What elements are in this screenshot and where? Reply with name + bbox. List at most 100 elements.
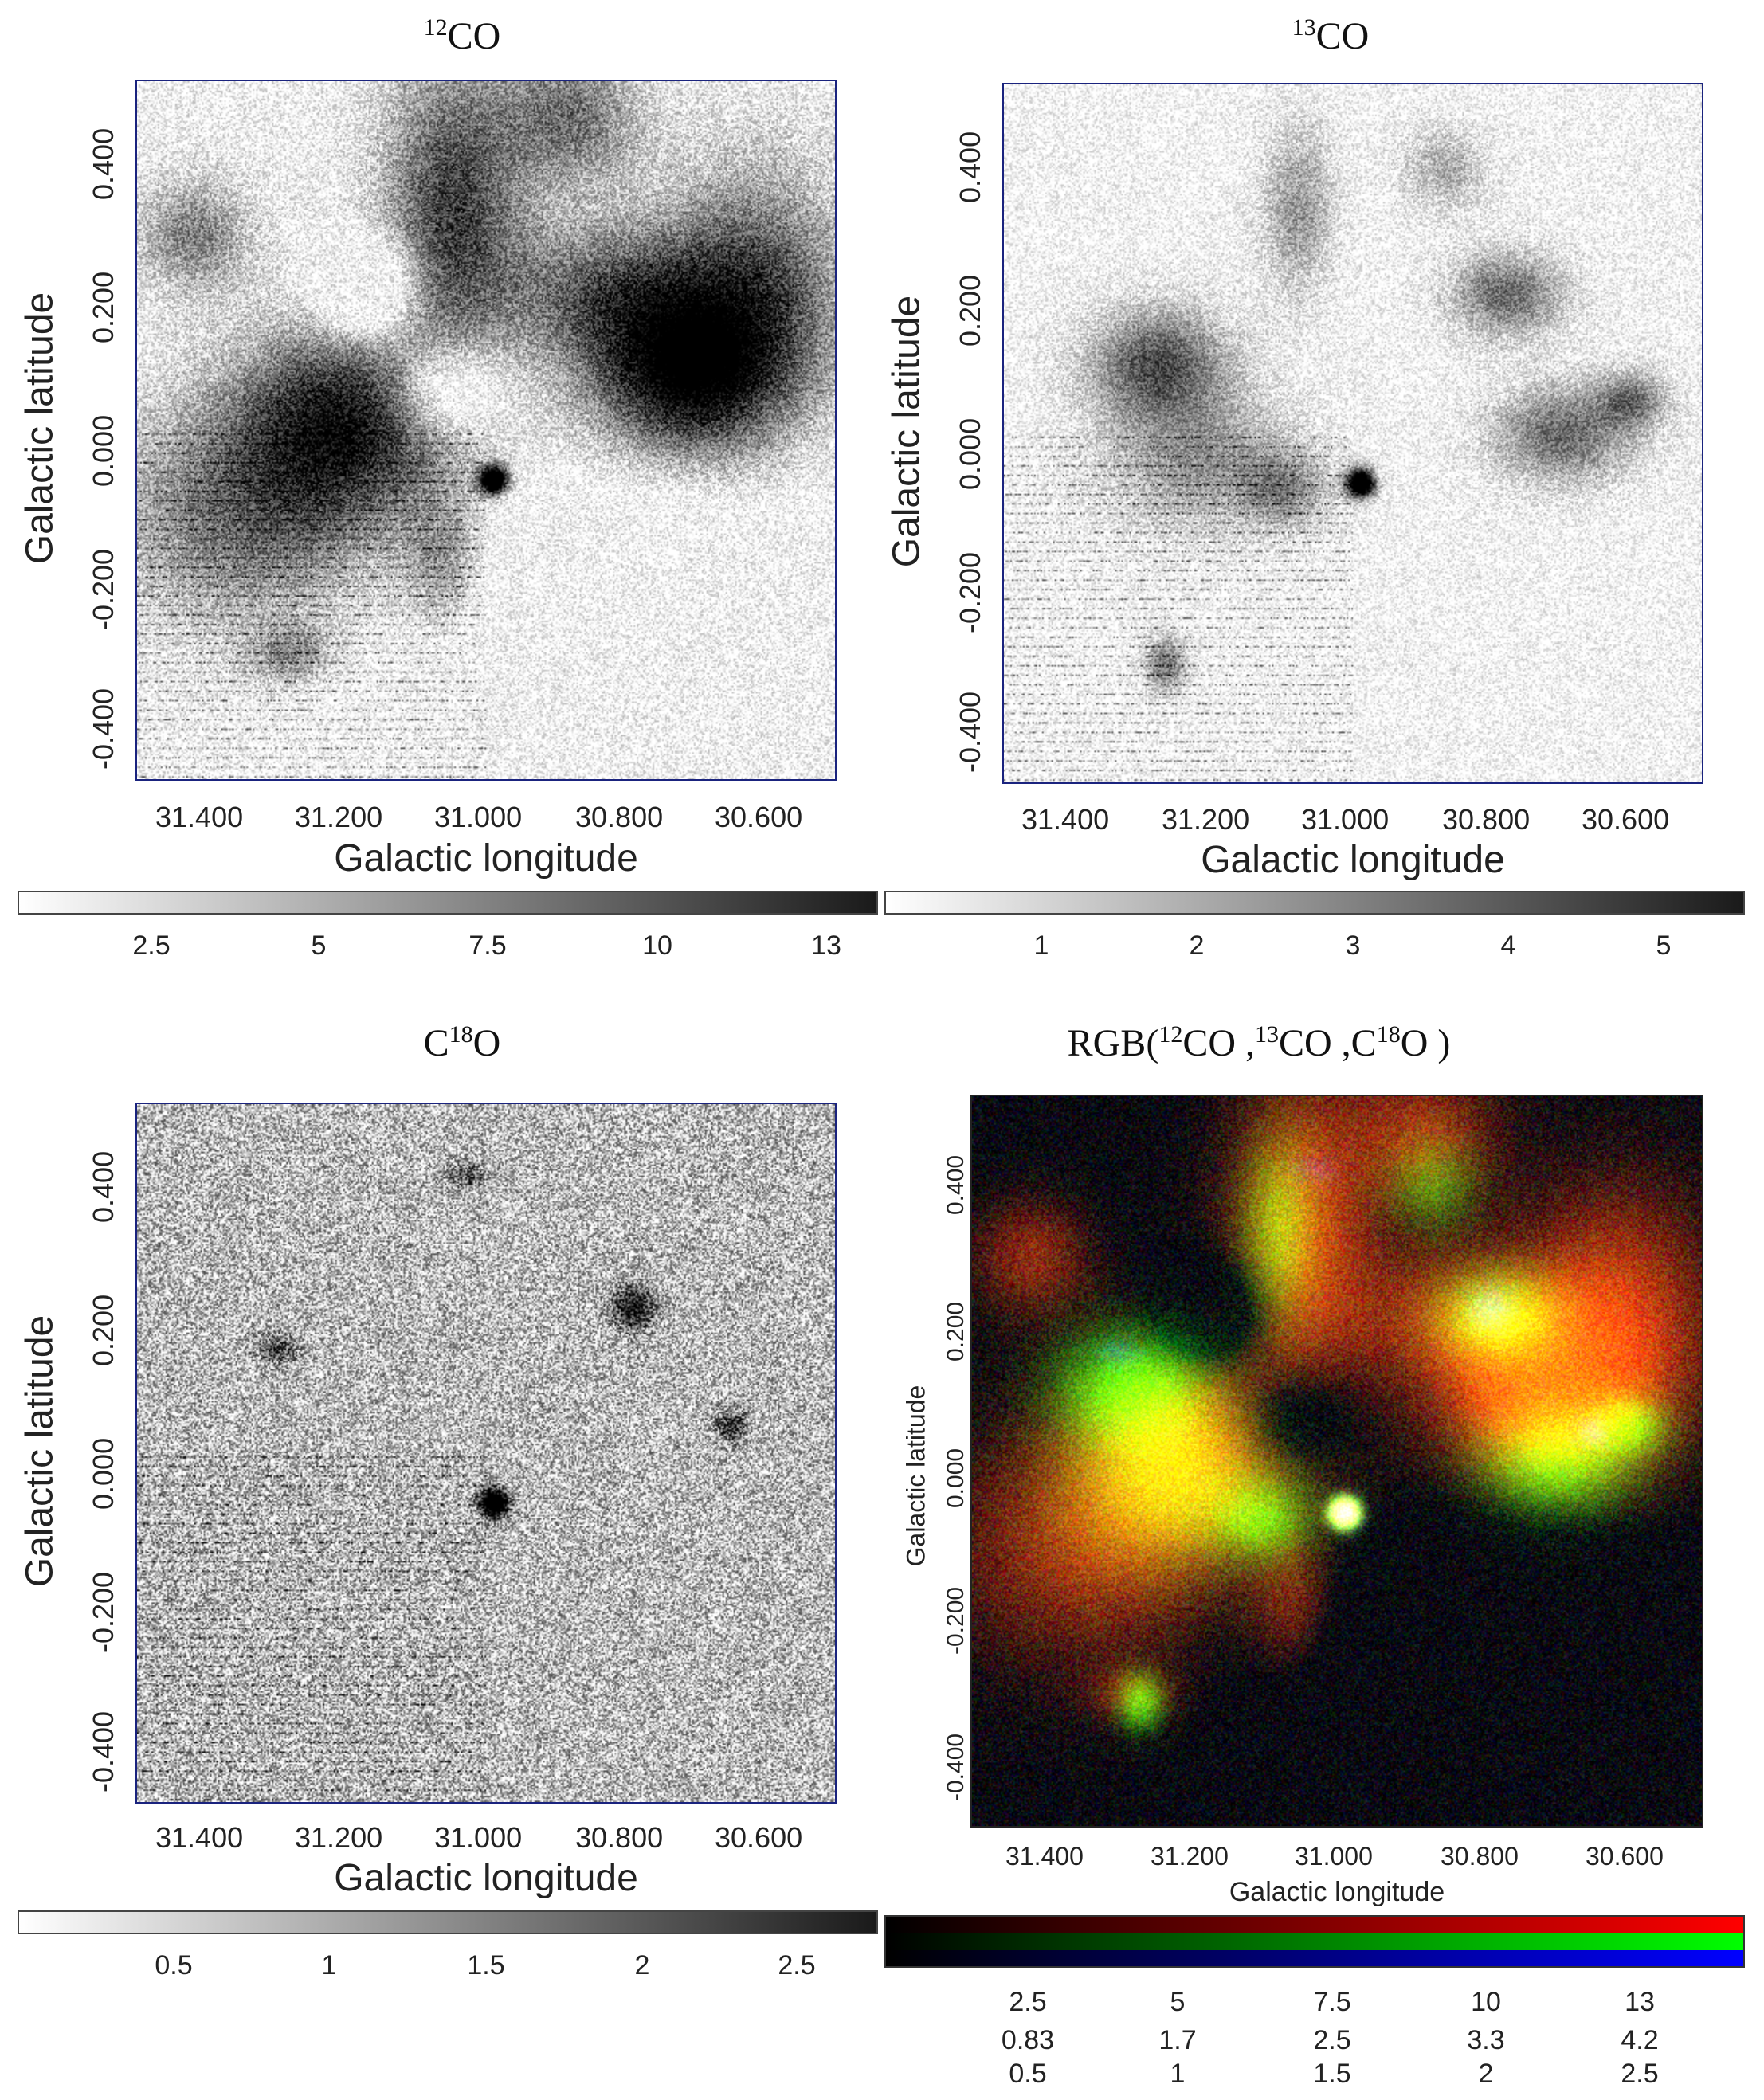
x-tick-label: 31.200	[295, 1821, 383, 1854]
colorbar-tick: 4.2	[1621, 2025, 1659, 2055]
intensity-map	[135, 80, 837, 781]
colorbar-green	[886, 1933, 1743, 1950]
colorbar	[18, 891, 878, 915]
intensity-map	[135, 1103, 837, 1804]
x-tick-label: 30.800	[1442, 803, 1531, 836]
intensity-map	[1002, 83, 1703, 784]
colorbar-tick: 0.5	[1009, 2059, 1047, 2089]
x-tick-label: 31.400	[1021, 803, 1110, 836]
colorbar-tick: 13	[811, 931, 841, 961]
x-tick-label: 30.800	[1441, 1842, 1519, 1871]
x-tick-label: 30.600	[1582, 803, 1670, 836]
colorbar	[884, 891, 1745, 915]
x-tick-label: 31.000	[1295, 1842, 1373, 1871]
y-tick-label: -0.400	[943, 1733, 969, 1801]
colorbar-tick: 4	[1500, 931, 1516, 961]
x-axis-label: Galactic longitude	[1229, 1877, 1445, 1907]
colorbar-tick: 0.5	[155, 1950, 193, 1981]
rgb-map	[970, 1095, 1703, 1828]
y-axis-label: Galactic latitude	[885, 295, 928, 568]
colorbar-tick: 5	[311, 931, 327, 961]
colorbar-red	[886, 1917, 1743, 1933]
map-image	[972, 1096, 1702, 1826]
y-axis-label: Galactic latitude	[18, 1314, 61, 1588]
y-tick-label: 0.200	[943, 1301, 969, 1361]
panel-title: 12CO	[374, 14, 550, 58]
colorbar-tick: 1	[1033, 931, 1049, 961]
y-tick-label: 0.200	[87, 1294, 120, 1366]
colorbar-tick: 10	[1471, 1987, 1501, 2017]
colorbar-tick: 2.5	[1009, 1987, 1047, 2017]
panel-title: RGB(12CO ,13CO ,C18O )	[1036, 1021, 1482, 1065]
title-part: O )	[1400, 1022, 1451, 1064]
y-tick-label: 0.000	[943, 1448, 969, 1508]
colorbar-blue	[886, 1949, 1743, 1966]
y-tick-label: 0.400	[954, 131, 986, 203]
colorbar-tick: 2	[634, 1950, 650, 1981]
x-tick-label: 31.400	[155, 801, 244, 833]
x-tick-label: 31.400	[1005, 1842, 1084, 1871]
y-tick-label: 0.000	[954, 417, 986, 490]
colorbar-tick: 2.5	[1621, 2059, 1659, 2089]
colorbar-tick: 10	[642, 931, 672, 961]
y-tick-label: -0.400	[87, 688, 120, 770]
title-text: O	[472, 1022, 501, 1064]
colorbar-tick: 1.7	[1158, 2025, 1197, 2055]
title-prefix: C	[423, 1022, 449, 1064]
colorbar-tick: 2.5	[778, 1950, 816, 1981]
colorbar-tick: 1.5	[467, 1950, 505, 1981]
colorbar-tick: 5	[1170, 1987, 1186, 2017]
y-tick-label: -0.200	[87, 548, 120, 630]
title-part: CO ,C	[1279, 1022, 1377, 1064]
colorbar-tick: 0.83	[1001, 2025, 1055, 2055]
x-tick-label: 30.800	[575, 801, 664, 833]
title-part: RGB(	[1067, 1022, 1159, 1064]
colorbar-tick: 2.5	[1313, 2025, 1351, 2055]
y-axis-label: Galactic latitude	[18, 292, 61, 565]
colorbar-tick: 1.5	[1313, 2059, 1351, 2089]
title-superscript: 13	[1292, 14, 1316, 41]
x-axis-label: Galactic longitude	[334, 1857, 638, 1899]
colorbar	[18, 1910, 878, 1934]
rgb-colorbar	[884, 1915, 1745, 1968]
y-tick-label: 0.200	[87, 271, 120, 343]
colorbar-tick: 2	[1189, 931, 1205, 961]
x-tick-label: 31.200	[1162, 803, 1250, 836]
title-superscript: 13	[1255, 1021, 1279, 1048]
title-superscript: 18	[449, 1021, 473, 1048]
y-tick-label: -0.200	[87, 1571, 120, 1653]
colorbar-tick: 1	[321, 1950, 337, 1981]
title-superscript: 12	[1158, 1021, 1183, 1048]
map-image	[137, 81, 835, 779]
y-tick-label: 0.200	[954, 274, 986, 347]
title-part: CO ,	[1182, 1022, 1255, 1064]
y-tick-label: -0.200	[943, 1586, 969, 1655]
panel-title: C18O	[374, 1021, 550, 1065]
x-tick-label: 31.200	[1151, 1842, 1229, 1871]
colorbar-tick: 2.5	[132, 931, 171, 961]
x-tick-label: 31.000	[1301, 803, 1390, 836]
title-text: CO	[447, 15, 501, 57]
colorbar-tick: 7.5	[1313, 1987, 1351, 2017]
colorbar-tick: 3	[1345, 931, 1361, 961]
y-tick-label: 0.400	[943, 1154, 969, 1215]
colorbar-tick: 7.5	[468, 931, 507, 961]
x-axis-label: Galactic longitude	[1201, 839, 1505, 881]
x-tick-label: 30.600	[715, 801, 803, 833]
x-tick-label: 31.200	[295, 801, 383, 833]
colorbar-tick: 13	[1625, 1987, 1655, 2017]
title-superscript: 18	[1376, 1021, 1401, 1048]
x-tick-label: 31.400	[155, 1821, 244, 1854]
x-tick-label: 31.000	[434, 801, 523, 833]
y-tick-label: 0.400	[87, 1150, 120, 1223]
x-tick-label: 30.800	[575, 1821, 664, 1854]
y-tick-label: -0.400	[954, 691, 986, 773]
x-tick-label: 30.600	[715, 1821, 803, 1854]
colorbar-tick: 2	[1478, 2059, 1494, 2089]
map-image	[137, 1104, 835, 1802]
colorbar-tick: 3.3	[1467, 2025, 1505, 2055]
y-axis-label: Galactic latitude	[901, 1385, 931, 1567]
colorbar-tick: 5	[1656, 931, 1672, 961]
y-tick-label: -0.200	[954, 551, 986, 633]
colorbar-tick: 1	[1170, 2059, 1186, 2089]
